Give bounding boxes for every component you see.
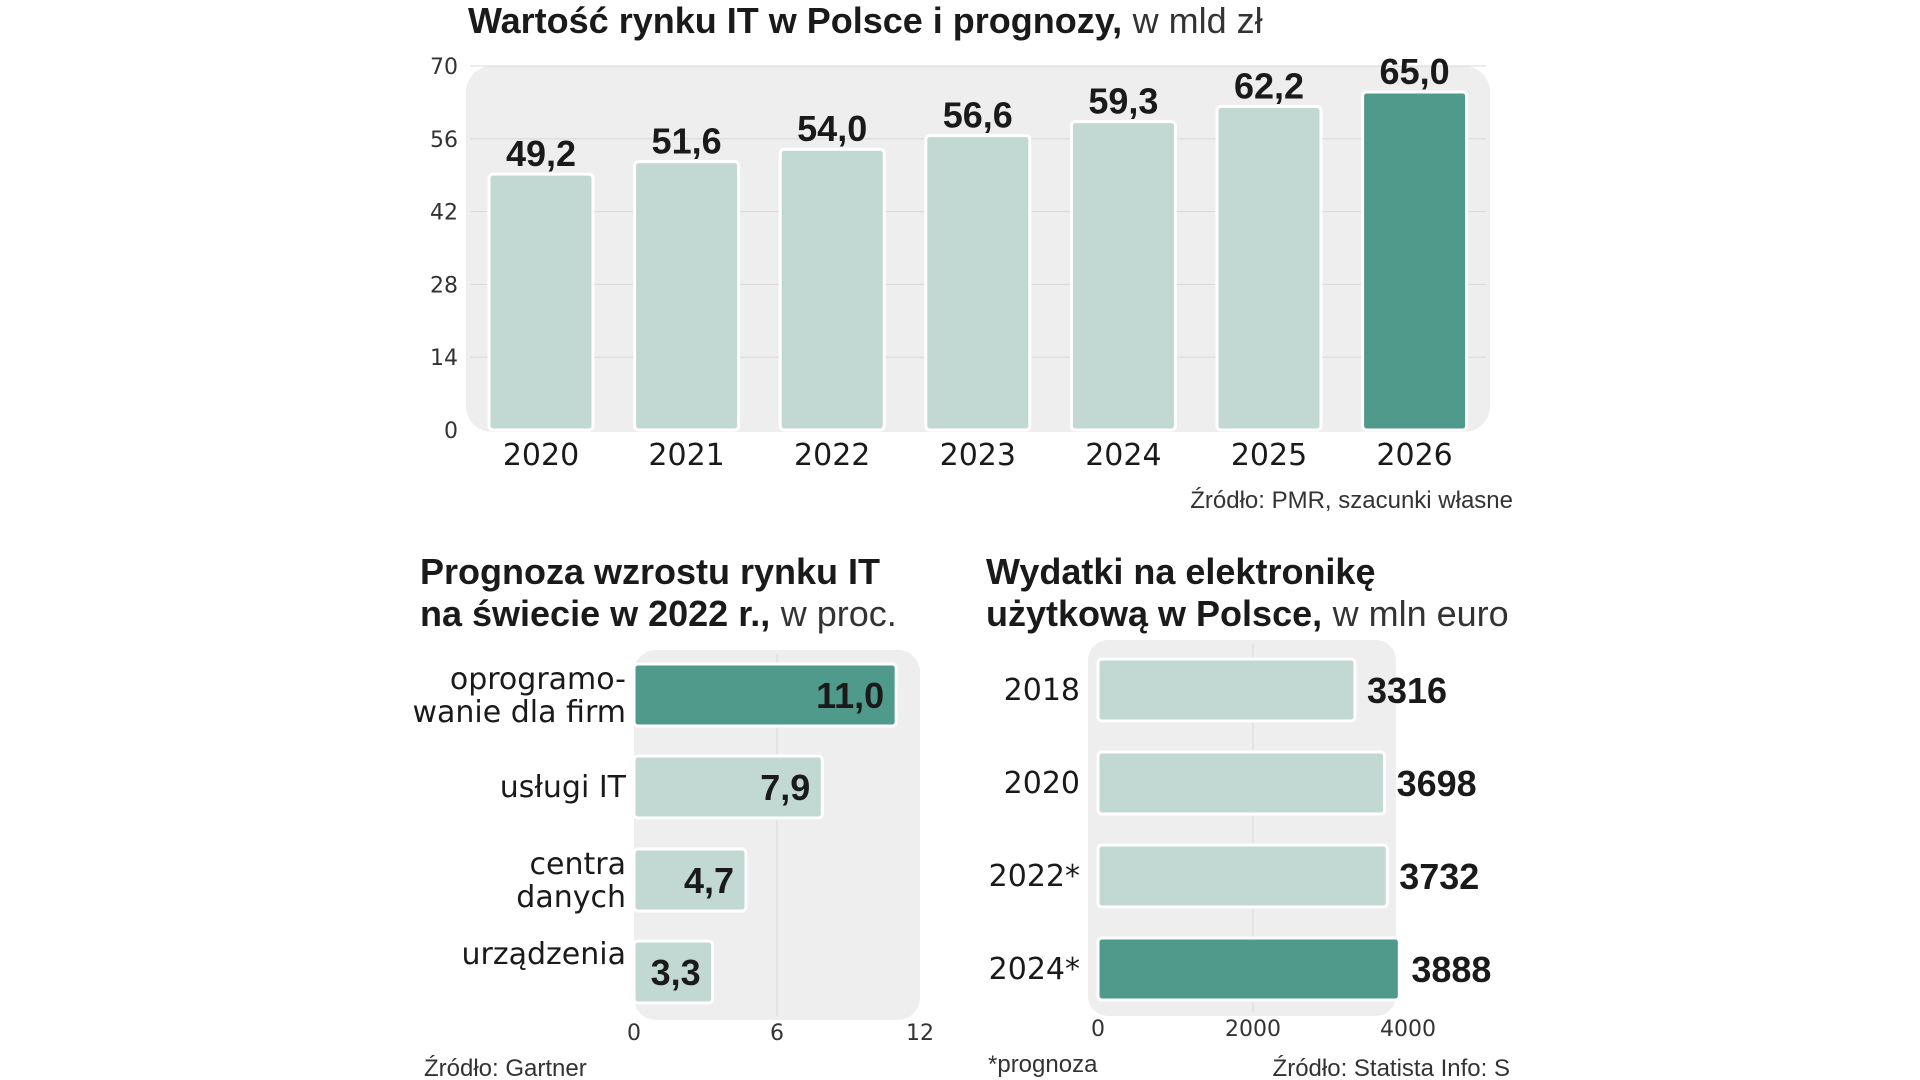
chart1-y-tick: 0	[444, 419, 458, 444]
chart1-source: Źródło: PMR, szacunki własne	[1190, 487, 1513, 514]
chart1-category-label: 2025	[1231, 438, 1307, 473]
chart1-category-label: 2020	[503, 438, 579, 473]
chart2-category-label: usługi IT	[500, 770, 627, 805]
chart3-title-line1: Wydatki na elektronikę	[986, 551, 1375, 592]
chart1-title: Wartość rynku IT w Polsce i prognozy,	[468, 0, 1122, 41]
chart3-x-tick: 0	[1091, 1017, 1105, 1042]
chart2-bar	[632, 754, 824, 820]
chart1-bar	[633, 160, 741, 432]
chart2-value-label: 7,9	[760, 767, 810, 808]
chart1-bar	[778, 147, 886, 432]
chart1-subtitle: w mld zł	[1132, 0, 1263, 41]
chart2-value-label: 4,7	[684, 860, 734, 901]
chart1-value-label: 62,2	[1234, 66, 1304, 107]
chart1-category-label: 2022	[794, 438, 870, 473]
chart3-x-tick: 4000	[1380, 1017, 1436, 1042]
chart1-bar	[1215, 105, 1323, 432]
chart1-y-tick: 42	[430, 201, 458, 226]
chart2-value-label: 11,0	[816, 675, 884, 716]
chart1-bar	[1361, 90, 1469, 432]
chart1-value-label: 54,0	[797, 108, 867, 149]
chart2-subtitle: w proc.	[780, 593, 897, 634]
chart1-bar	[924, 134, 1032, 432]
chart3-value-label: 3316	[1367, 670, 1447, 711]
chart3-value-label: 3732	[1399, 856, 1479, 897]
chart3-category-label: 2024*	[989, 952, 1080, 987]
chart1-value-label: 51,6	[652, 121, 722, 162]
chart2-x-tick: 0	[627, 1021, 641, 1046]
chart3-bar	[1096, 936, 1401, 1002]
svg-text:Wartość rynku IT w Polsce i pr: Wartość rynku IT w Polsce i prognozy, w …	[468, 0, 1263, 41]
chart1-y-tick: 14	[430, 346, 458, 371]
chart2-category-label: centra	[530, 847, 626, 882]
chart2-source: Źródło: Gartner	[424, 1055, 587, 1080]
chart-consumer-electronics-spending: Wydatki na elektronikę użytkową w Polsce…	[986, 551, 1510, 1080]
chart1-value-label: 59,3	[1088, 81, 1158, 122]
svg-text:na świecie w 2022 r., w: na świecie w 2022 r., w proc.	[420, 593, 897, 634]
chart2-category-label: danych	[516, 880, 626, 915]
chart1-y-tick: 56	[430, 128, 458, 153]
chart1-value-label: 56,6	[943, 95, 1013, 136]
chart2-bar	[632, 847, 748, 913]
chart3-panel	[1088, 640, 1396, 1016]
chart3-category-label: 2020	[1004, 766, 1080, 801]
chart2-value-label: 3,3	[651, 952, 701, 993]
chart3-value-label: 3698	[1397, 763, 1477, 804]
chart1-y-tick: 28	[430, 273, 458, 298]
chart1-category-label: 2021	[648, 438, 724, 473]
chart3-title-line2: użytkową w Polsce,	[986, 593, 1322, 634]
chart3-source: Źródło: Statista Info: S	[1273, 1055, 1510, 1080]
chart2-category-label: urządzenia	[462, 937, 626, 972]
chart1-bar	[1069, 120, 1177, 432]
chart3-category-label: 2022*	[989, 859, 1080, 894]
chart2-x-tick: 12	[906, 1021, 934, 1046]
chart1-category-label: 2026	[1376, 438, 1452, 473]
chart2-category-label: wanie dla firm	[413, 695, 627, 730]
svg-text:użytkową w Polsce, w mln: użytkową w Polsce, w mln euro	[986, 593, 1509, 634]
chart3-bar	[1096, 750, 1387, 816]
chart2-title-line1: Prognoza wzrostu rynku IT	[420, 551, 880, 592]
chart2-category-label: oprogramo-	[450, 662, 626, 697]
chart2-bar	[632, 662, 898, 728]
chart3-footnote: *prognoza	[988, 1051, 1098, 1078]
chart1-y-tick: 70	[430, 55, 458, 80]
chart2-x-tick: 6	[770, 1021, 784, 1046]
chart3-bar	[1096, 657, 1357, 723]
chart3-value-label: 3888	[1411, 949, 1491, 990]
chart3-bar	[1096, 843, 1389, 909]
chart3-category-label: 2018	[1004, 673, 1080, 708]
chart2-bar	[632, 939, 715, 1005]
chart1-bar	[487, 172, 595, 432]
chart1-value-label: 65,0	[1380, 51, 1450, 92]
chart3-x-tick: 2000	[1225, 1017, 1281, 1042]
chart1-category-label: 2023	[940, 438, 1016, 473]
chart-global-it-growth: Prognoza wzrostu rynku IT na świecie w 2…	[413, 551, 935, 1080]
chart1-category-label: 2024	[1085, 438, 1161, 473]
chart1-value-label: 49,2	[506, 133, 576, 174]
chart-market-value-poland: Wartość rynku IT w Polsce i prognozy, w …	[430, 0, 1513, 514]
chart3-subtitle: w mln euro	[1332, 593, 1509, 634]
chart2-title-line2: na świecie w 2022 r.,	[420, 593, 770, 634]
